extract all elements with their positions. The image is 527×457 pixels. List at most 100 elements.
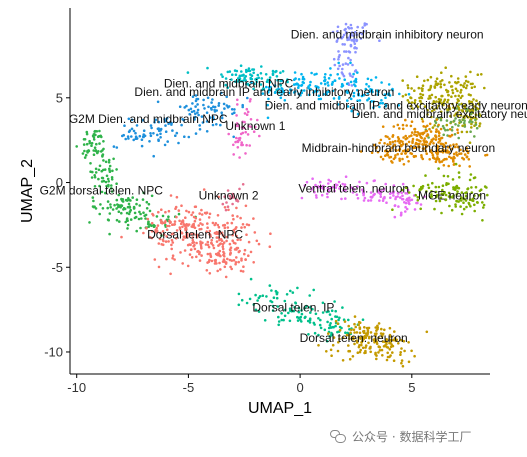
data-point	[110, 178, 114, 181]
data-point	[145, 207, 149, 210]
data-point	[322, 93, 326, 96]
data-point	[127, 202, 131, 206]
data-point	[385, 338, 388, 341]
data-point	[378, 141, 381, 145]
data-point	[457, 200, 460, 203]
data-point	[98, 164, 102, 168]
data-point	[212, 246, 216, 250]
data-point	[297, 310, 301, 314]
data-point	[190, 213, 193, 217]
data-point	[135, 202, 138, 206]
data-point	[230, 108, 234, 111]
data-point	[95, 142, 98, 146]
data-point	[221, 242, 225, 246]
data-point	[180, 123, 183, 127]
data-point	[454, 187, 457, 191]
data-point	[327, 84, 330, 87]
data-point	[112, 157, 115, 161]
data-point	[430, 195, 434, 198]
data-point	[191, 236, 194, 239]
data-point	[118, 220, 121, 223]
data-point	[434, 134, 437, 138]
data-point	[147, 225, 150, 228]
data-point	[437, 134, 441, 138]
data-point	[137, 217, 141, 221]
cluster-points-3	[401, 66, 486, 144]
data-point	[373, 332, 377, 336]
data-point	[147, 220, 150, 224]
data-point	[375, 340, 379, 344]
data-point	[255, 118, 259, 122]
data-point	[305, 180, 309, 184]
data-point	[457, 124, 460, 127]
data-point	[379, 195, 383, 198]
data-point	[194, 105, 197, 108]
data-point	[386, 351, 390, 355]
data-point	[173, 223, 177, 226]
data-point	[335, 39, 339, 43]
data-point	[94, 171, 98, 174]
data-point	[394, 339, 398, 343]
data-point	[365, 22, 368, 26]
data-point	[356, 351, 360, 355]
data-point	[448, 155, 451, 159]
data-point	[135, 229, 138, 233]
y-tick-label: -5	[51, 260, 63, 275]
data-point	[328, 324, 332, 327]
data-point	[446, 98, 450, 102]
data-point	[439, 196, 443, 199]
data-point	[297, 78, 301, 81]
data-point	[427, 97, 430, 100]
data-point	[268, 81, 271, 84]
data-point	[341, 336, 345, 340]
cluster-labels-layer: Dien. and midbrain inhibitory neuronDien…	[40, 28, 527, 345]
data-point	[234, 124, 238, 128]
data-point	[308, 321, 312, 324]
data-point	[232, 135, 235, 139]
data-point	[224, 275, 228, 279]
data-point	[130, 118, 134, 122]
data-point	[450, 74, 453, 78]
data-point	[198, 212, 201, 215]
data-point	[112, 145, 116, 148]
data-point	[476, 201, 479, 204]
data-point	[397, 148, 401, 152]
data-point	[397, 139, 400, 143]
data-point	[252, 303, 256, 306]
data-point	[398, 159, 402, 162]
data-point	[107, 218, 110, 222]
data-point	[362, 329, 366, 333]
data-point	[355, 339, 358, 343]
data-point	[407, 360, 411, 364]
data-point	[379, 332, 383, 335]
data-point	[445, 88, 448, 92]
data-point	[356, 197, 360, 200]
data-point	[367, 326, 371, 330]
data-point	[327, 332, 330, 335]
data-point	[336, 103, 340, 106]
data-point	[241, 223, 245, 226]
data-point	[183, 106, 186, 109]
data-point	[228, 242, 232, 246]
data-point	[346, 38, 349, 42]
data-point	[155, 226, 158, 230]
data-point	[388, 355, 391, 359]
data-point	[354, 50, 357, 54]
data-point	[336, 30, 339, 33]
data-point	[119, 205, 122, 209]
data-point	[442, 127, 446, 130]
data-point	[430, 106, 434, 109]
data-point	[261, 92, 265, 95]
data-point	[170, 243, 173, 247]
data-point	[462, 207, 466, 211]
data-point	[324, 73, 327, 76]
data-point	[374, 326, 378, 329]
data-point	[402, 163, 406, 166]
data-point	[102, 179, 106, 183]
data-point	[189, 248, 193, 252]
data-point	[216, 223, 220, 227]
data-point	[219, 237, 223, 241]
data-point	[364, 351, 367, 355]
data-point	[106, 200, 110, 203]
data-point	[334, 186, 338, 189]
